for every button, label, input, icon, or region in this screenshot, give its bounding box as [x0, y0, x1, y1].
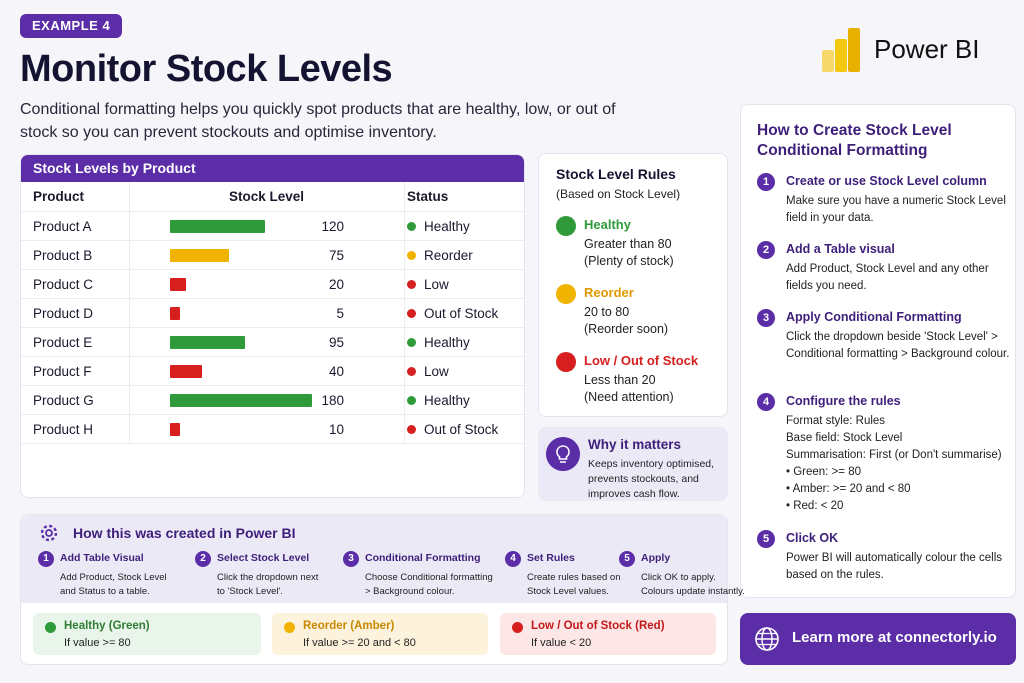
stock-value: 5 — [336, 305, 344, 321]
page-subtitle: Conditional formatting helps you quickly… — [20, 101, 616, 141]
table-row: Product G 180 Healthy — [21, 386, 524, 415]
why-it-matters-card: Why it matters Keeps inventory optimised… — [538, 427, 728, 501]
status-cell: Healthy — [407, 328, 470, 356]
learn-more-button[interactable]: Learn more at connectorly.io — [740, 613, 1016, 665]
status-dot-icon — [407, 279, 416, 289]
status-dot-icon — [407, 366, 416, 376]
amber-circle-icon — [556, 284, 576, 304]
table-row: Product D 5 Out of Stock — [21, 299, 524, 328]
status-cell: Reorder — [407, 241, 473, 269]
power-bi-logo-icon — [822, 28, 860, 72]
red-circle-icon — [556, 352, 576, 372]
col-header-status: Status — [407, 189, 449, 204]
stock-bar — [170, 220, 265, 233]
how-created-title: How this was created in Power BI — [73, 525, 296, 541]
stock-value: 120 — [321, 218, 344, 234]
red-dot-icon — [512, 622, 523, 633]
status-label: Healthy — [424, 334, 470, 350]
globe-icon — [755, 627, 779, 651]
status-cell: Low — [407, 270, 449, 298]
col-header-product: Product — [33, 189, 85, 204]
product-name: Product B — [33, 247, 93, 263]
stock-bar — [170, 278, 186, 291]
example-badge: EXAMPLE 4 — [20, 14, 123, 38]
status-dot-icon — [407, 308, 416, 318]
status-cell: Low — [407, 357, 449, 385]
lightbulb-icon — [546, 437, 580, 471]
product-name: Product F — [33, 363, 92, 379]
green-circle-icon — [556, 216, 576, 236]
why-text: Keeps inventory optimised, prevents stoc… — [588, 458, 715, 500]
status-dot-icon — [407, 221, 416, 231]
stock-bar — [170, 336, 245, 349]
how-created-panel: How this was created in Power BI 1 Add Ta… — [20, 514, 745, 665]
status-dot-icon — [407, 337, 416, 347]
stock-value: 10 — [328, 421, 344, 437]
product-name: Product D — [33, 305, 94, 321]
rules-subtitle: (Based on Stock Level) — [556, 187, 681, 201]
status-cell: Healthy — [407, 386, 470, 414]
status-cell: Out of Stock — [407, 415, 498, 443]
stock-bar — [170, 249, 229, 262]
table-title: Stock Levels by Product — [21, 155, 524, 182]
amber-dot-icon — [284, 622, 295, 633]
stock-table: Stock Levels by Product Product Stock Le… — [20, 154, 525, 498]
legend-low: Low / Out of Stock (Red) If value < 20 — [500, 613, 716, 655]
brand-name: Power BI — [874, 34, 980, 64]
product-name: Product A — [33, 218, 92, 234]
table-header-row: Product Stock Level Status — [21, 182, 524, 212]
status-dot-icon — [407, 424, 416, 434]
green-dot-icon — [45, 622, 56, 633]
status-label: Out of Stock — [424, 305, 499, 321]
stock-value: 75 — [328, 247, 344, 263]
stock-bar — [170, 394, 312, 407]
col-header-stock: Stock Level — [228, 189, 305, 204]
stock-value: 40 — [328, 363, 344, 379]
table-row: Product B 75 Reorder — [21, 241, 524, 270]
rules-title: Stock Level Rules — [556, 166, 676, 182]
table-row: Product H 10 Out of Stock — [21, 415, 524, 444]
page-title: Monitor Stock Levels — [20, 48, 393, 90]
stock-bar — [170, 307, 180, 320]
product-name: Product E — [33, 334, 93, 350]
status-cell: Out of Stock — [407, 299, 498, 327]
how-to-title: How to Create Stock Level Conditional Fo… — [757, 122, 952, 159]
how-to-card: How to Create Stock Level Conditional Fo… — [740, 104, 1016, 598]
status-label: Low — [424, 276, 449, 292]
table-row: Product C 20 Low — [21, 270, 524, 299]
product-name: Product G — [33, 392, 94, 408]
table-row: Product F 40 Low — [21, 357, 524, 386]
status-cell: Healthy — [407, 212, 470, 240]
status-label: Out of Stock — [424, 421, 499, 437]
table-row: Product A 120 Healthy — [21, 212, 524, 241]
status-label: Healthy — [424, 218, 470, 234]
stock-level-rules-card: Stock Level Rules (Based on Stock Level)… — [538, 153, 728, 417]
status-dot-icon — [407, 250, 416, 260]
table-row: Product E 95 Healthy — [21, 328, 524, 357]
stock-value: 95 — [328, 334, 344, 350]
learn-more-label[interactable]: Learn more at connectorly.io — [792, 629, 997, 646]
legend-reorder: Reorder (Amber) If value >= 20 and < 80 — [272, 613, 488, 655]
product-name: Product C — [33, 276, 94, 292]
stock-value: 20 — [328, 276, 344, 292]
gear-icon — [40, 524, 58, 542]
stock-bar — [170, 423, 180, 436]
legend-healthy: Healthy (Green) If value >= 80 — [33, 613, 261, 655]
stock-bar — [170, 365, 202, 378]
status-label: Reorder — [424, 247, 473, 263]
product-name: Product H — [33, 421, 94, 437]
status-label: Low — [424, 363, 449, 379]
status-label: Healthy — [424, 392, 470, 408]
stock-value: 180 — [321, 392, 344, 408]
status-dot-icon — [407, 395, 416, 405]
why-title: Why it matters — [588, 437, 682, 452]
